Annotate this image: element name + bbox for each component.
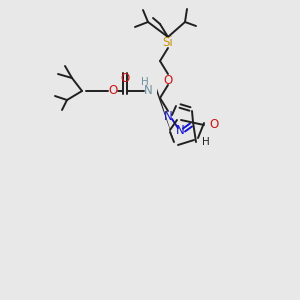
Text: O: O [120, 71, 130, 85]
Text: N: N [144, 85, 152, 98]
Text: O: O [108, 85, 118, 98]
Text: H: H [202, 137, 210, 147]
Text: O: O [164, 74, 172, 86]
Text: N: N [176, 124, 184, 136]
Text: N: N [164, 110, 172, 124]
Polygon shape [157, 88, 175, 144]
Text: O: O [209, 118, 219, 131]
Text: H: H [141, 77, 149, 87]
Text: Si: Si [163, 35, 173, 49]
